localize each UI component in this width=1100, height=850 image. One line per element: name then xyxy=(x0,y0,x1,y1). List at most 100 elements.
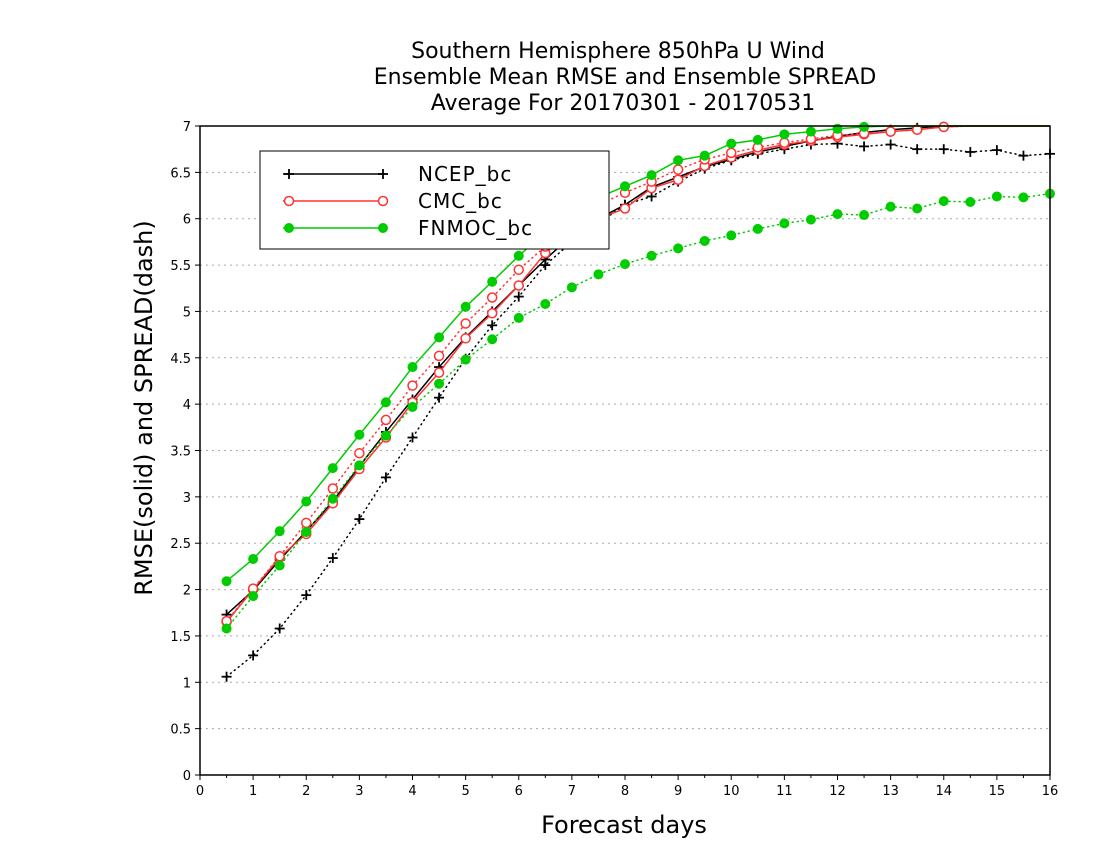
x-tick-label: 1 xyxy=(249,784,257,799)
chart-title: Southern Hemisphere 850hPa U Wind Ensemb… xyxy=(374,39,877,116)
spread-point-fnmoc-bc xyxy=(832,209,843,220)
spread-point-ncep-bc xyxy=(912,144,923,155)
x-tick-label: 4 xyxy=(408,784,416,799)
x-tick-label: 0 xyxy=(196,784,204,799)
spread-point-fnmoc-bc xyxy=(620,259,630,270)
rmse-point-fnmoc-bc xyxy=(327,463,338,474)
spread-point-fnmoc-bc xyxy=(859,210,870,221)
spread-point-ncep-bc xyxy=(301,590,312,601)
spread-point-ncep-bc xyxy=(938,144,949,155)
y-tick-label: 3 xyxy=(183,491,191,506)
spread-point-fnmoc-bc xyxy=(752,223,763,234)
rmse-point-cmc-bc xyxy=(619,203,631,214)
spread-line-fnmoc-bc xyxy=(225,192,1051,630)
rmse-point-fnmoc-bc xyxy=(354,429,365,440)
rmse-point-fnmoc-bc xyxy=(274,526,285,537)
y-tick-label: 6 xyxy=(183,213,191,228)
spread-point-ncep-bc xyxy=(885,139,896,150)
spread-point-cmc-bc xyxy=(274,550,285,562)
spread-point-fnmoc-bc xyxy=(301,527,312,538)
y-tick-label: 6.5 xyxy=(170,166,191,181)
rmse-point-cmc-bc xyxy=(672,174,684,186)
spread-point-ncep-bc xyxy=(487,320,498,331)
plot-frame xyxy=(199,125,1051,776)
y-axis-title: RMSE(solid) and SPREAD(dash) xyxy=(130,220,158,596)
rmse-point-fnmoc-bc xyxy=(805,126,816,137)
y-tick-label: 2.5 xyxy=(170,537,191,552)
rmse-point-fnmoc-bc xyxy=(779,129,790,140)
x-tick-label: 5 xyxy=(461,784,469,799)
rmse-point-fnmoc-bc xyxy=(487,276,498,287)
spread-point-ncep-bc xyxy=(965,146,976,157)
spread-point-ncep-bc xyxy=(434,392,445,403)
x-tick-label: 12 xyxy=(829,784,846,799)
spread-point-fnmoc-bc xyxy=(354,460,365,471)
spread-point-cmc-bc xyxy=(433,350,445,362)
y-tick-label: 5 xyxy=(183,305,191,320)
legend-marker-end xyxy=(378,223,388,233)
spread-point-fnmoc-bc xyxy=(566,282,577,293)
y-tick-label: 5.5 xyxy=(170,259,191,274)
spread-point-fnmoc-bc xyxy=(487,334,498,345)
x-tick-label: 11 xyxy=(776,784,793,799)
rmse-point-fnmoc-bc xyxy=(646,170,657,181)
spread-point-ncep-bc xyxy=(354,514,365,525)
spread-point-ncep-bc xyxy=(859,141,870,152)
y-tick-label: 2 xyxy=(183,584,191,599)
rmse-point-cmc-bc xyxy=(433,367,445,378)
spread-point-cmc-bc xyxy=(779,137,790,148)
axes-layer: 00.511.522.533.544.555.566.570 1 2 3 4 5 6 7 8 9 1… xyxy=(170,120,1058,799)
legend-marker-start xyxy=(284,223,294,233)
spread-point-fnmoc-bc xyxy=(274,560,285,571)
spread-point-cmc-bc xyxy=(354,448,365,459)
x-tick-label: 9 xyxy=(674,784,682,799)
spread-point-fnmoc-bc xyxy=(699,235,710,246)
spread-point-fnmoc-bc xyxy=(460,354,471,365)
rmse-point-fnmoc-bc xyxy=(380,397,391,408)
spread-point-fnmoc-bc xyxy=(380,430,391,441)
spread-point-cmc-bc xyxy=(911,124,923,135)
legend-label: NCEP_bc xyxy=(418,162,512,186)
y-tick-label: 7 xyxy=(183,120,191,135)
spread-point-ncep-bc xyxy=(380,472,391,483)
spread-point-ncep-bc xyxy=(221,671,232,682)
title-line-1: Southern Hemisphere 850hPa U Wind xyxy=(411,39,825,64)
rmse-point-fnmoc-bc xyxy=(859,121,870,132)
rmse-point-fnmoc-bc xyxy=(460,301,471,312)
spread-point-fnmoc-bc xyxy=(965,197,976,208)
x-tick-label: 13 xyxy=(882,784,899,799)
spread-point-ncep-bc xyxy=(540,260,551,271)
spread-point-fnmoc-bc xyxy=(221,623,232,634)
x-tick-label: 7 xyxy=(568,784,576,799)
spread-point-fnmoc-bc xyxy=(991,191,1002,202)
rmse-point-fnmoc-bc xyxy=(699,150,710,161)
title-line-3: Average For 20170301 - 20170531 xyxy=(431,91,816,116)
spread-point-cmc-bc xyxy=(672,164,684,175)
spread-point-fnmoc-bc xyxy=(540,299,551,310)
legend-marker-start xyxy=(283,195,295,207)
spread-point-fnmoc-bc xyxy=(912,203,923,214)
x-tick-label: 16 xyxy=(1042,784,1059,799)
x-axis-title: Forecast days xyxy=(541,811,707,839)
spread-point-fnmoc-bc xyxy=(327,493,338,504)
rmse-point-fnmoc-bc xyxy=(513,250,524,261)
spread-point-fnmoc-bc xyxy=(779,218,790,229)
spread-line-ncep-bc xyxy=(225,142,1051,678)
spread-point-ncep-bc xyxy=(991,145,1002,156)
spread-point-cmc-bc xyxy=(460,318,471,329)
legend-entry-fnmoc-bc: FNMOC_bc xyxy=(283,216,532,240)
legend-marker-end xyxy=(378,169,388,179)
x-tick-label: 14 xyxy=(935,784,952,799)
rmse-point-cmc-bc xyxy=(486,308,498,319)
x-tick-label: 10 xyxy=(723,784,740,799)
spread-point-fnmoc-bc xyxy=(885,201,896,212)
rmse-point-cmc-bc xyxy=(460,333,471,344)
spread-point-ncep-bc xyxy=(327,553,338,564)
legend: NCEP_bc CMC_bc FNMOC_bc xyxy=(259,150,610,250)
legend-marker-start xyxy=(284,169,294,179)
legend-marker-end xyxy=(377,195,389,207)
legend-entry-ncep-bc: NCEP_bc xyxy=(283,162,512,186)
spread-point-fnmoc-bc xyxy=(805,214,816,225)
spread-point-cmc-bc xyxy=(486,292,498,303)
